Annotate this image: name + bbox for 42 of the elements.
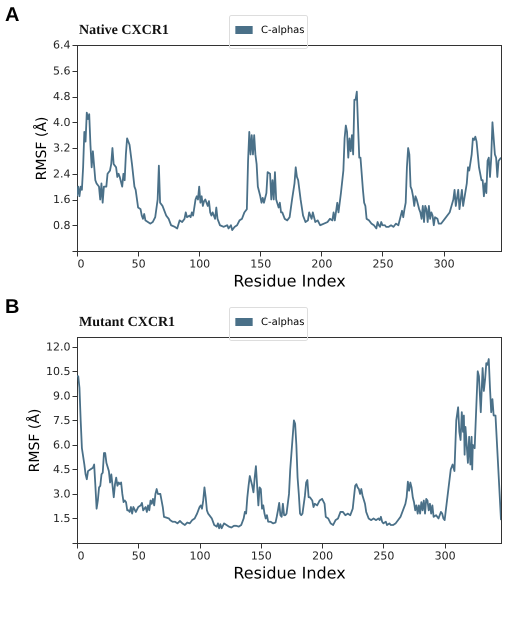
y-tick-label: 12.0	[46, 340, 70, 354]
x-tick-label: 300	[434, 550, 456, 562]
y-tick-label: 6.4	[53, 38, 70, 52]
y-axis-title: RMSF (Å)	[33, 116, 50, 180]
y-tick-label: 1.6	[53, 193, 70, 206]
y-tick-label: 6.0	[53, 438, 70, 452]
text: B	[5, 296, 20, 318]
y-tick-label: 3.2	[53, 142, 70, 154]
y-tick-label: 3.0	[53, 487, 70, 500]
x-tick-label: 250	[372, 258, 394, 270]
x-tick-label: 150	[250, 258, 272, 270]
line-series	[77, 90, 501, 231]
x-tick-label: 0	[78, 550, 84, 562]
chart-title: Mutant CXCR1	[79, 315, 176, 330]
y-axis-title: RMSF (Å)	[26, 408, 44, 472]
x-tick-label: 200	[311, 258, 332, 270]
y-tick-label: 1.5	[53, 512, 70, 525]
legend-label: C-alphas	[261, 317, 305, 328]
y-tick-label: 5.6	[53, 64, 70, 78]
x-tick-label: 150	[250, 550, 272, 562]
y-tick-label: 9.0	[53, 389, 70, 402]
y-tick-label: 10.5	[46, 364, 70, 378]
y-tick-label: 4.8	[53, 90, 70, 103]
y-tick-label: 2.4	[53, 167, 70, 180]
text: A	[5, 4, 20, 26]
x-axis-title: Residue Index	[233, 272, 346, 290]
x-tick-label: 300	[434, 258, 455, 270]
x-tick-label: 100	[190, 550, 211, 562]
x-tick-label: 50	[132, 550, 146, 562]
y-tick-label: 7.5	[53, 414, 70, 427]
x-tick-label: 50	[132, 258, 146, 270]
y-tick-label: 0.8	[53, 218, 70, 232]
x-tick-label: 200	[312, 550, 334, 562]
legend-label: C-alphas	[261, 25, 305, 36]
x-tick-label: 250	[373, 550, 394, 562]
chart-title: Native CXCR1	[79, 23, 169, 38]
x-tick-label: 100	[189, 258, 210, 270]
y-tick-label: 4.0	[53, 116, 70, 129]
x-axis-title: Residue Index	[233, 564, 346, 582]
y-tick-label: 4.5	[53, 462, 70, 476]
line-series	[77, 358, 501, 530]
x-tick-label: 0	[78, 258, 84, 270]
